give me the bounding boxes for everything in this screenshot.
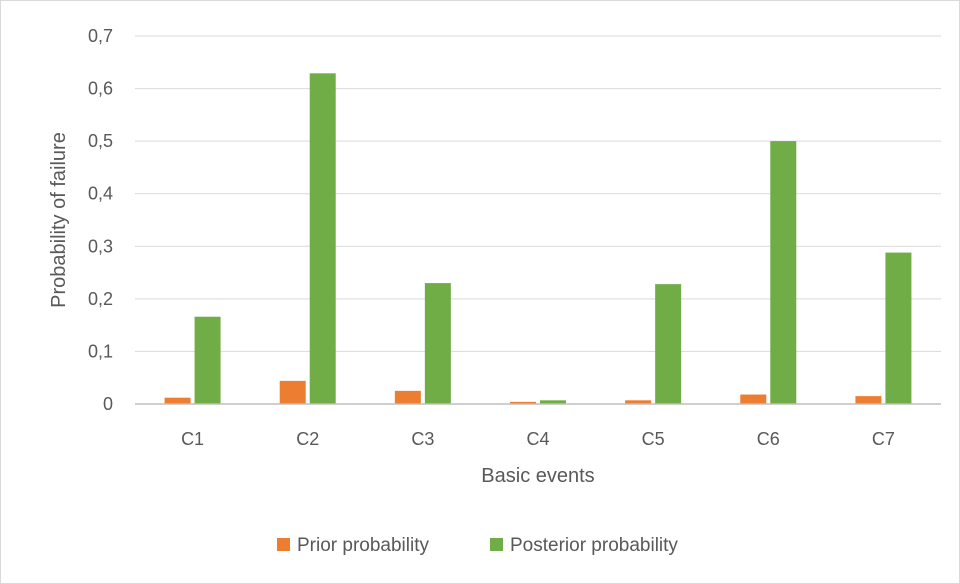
x-tick-label: C4	[526, 429, 549, 449]
prior-bar-c1	[164, 397, 191, 404]
y-axis-title: Probability of failure	[48, 132, 70, 308]
x-axis-ticks: C1 C2 C3 C4 C5 C6 C7	[181, 429, 895, 449]
posterior-bar-c3	[424, 283, 451, 404]
y-tick-label: 0,2	[88, 289, 113, 309]
bars	[164, 73, 912, 404]
legend: Prior probability Posterior probability	[277, 535, 678, 556]
y-tick-label: 0,4	[88, 184, 113, 204]
prior-bar-c7	[855, 396, 882, 404]
y-tick-label: 0,1	[88, 341, 113, 361]
y-tick-label: 0,6	[88, 79, 113, 99]
x-tick-label: C6	[757, 429, 780, 449]
prior-bar-c3	[394, 390, 421, 404]
legend-swatch	[277, 538, 290, 551]
x-axis-title: Basic events	[481, 465, 594, 487]
x-tick-label: C7	[872, 429, 895, 449]
posterior-bar-c7	[885, 252, 912, 404]
y-tick-label: 0,3	[88, 236, 113, 256]
y-axis-ticks: 0 0,1 0,2 0,3 0,4 0,5 0,6 0,7	[88, 26, 113, 414]
posterior-bar-c1	[194, 316, 221, 404]
x-tick-label: C1	[181, 429, 204, 449]
posterior-bar-c4	[540, 400, 566, 404]
posterior-bar-c6	[770, 141, 797, 404]
gridlines	[135, 35, 941, 352]
posterior-bar-c2	[309, 73, 336, 404]
y-tick-label: 0	[103, 394, 113, 414]
y-tick-label: 0,7	[88, 26, 113, 46]
legend-swatch	[490, 538, 503, 551]
prior-bar-c5	[625, 400, 652, 404]
x-tick-label: C3	[411, 429, 434, 449]
y-tick-label: 0,5	[88, 131, 113, 151]
prior-bar-c4	[510, 401, 536, 404]
x-tick-label: C5	[642, 429, 665, 449]
prior-bar-c6	[740, 394, 767, 404]
prior-bar-c2	[279, 380, 306, 404]
x-tick-label: C2	[296, 429, 319, 449]
legend-label: Posterior probability	[510, 535, 678, 556]
posterior-bar-c5	[655, 284, 682, 404]
legend-label: Prior probability	[297, 535, 429, 556]
